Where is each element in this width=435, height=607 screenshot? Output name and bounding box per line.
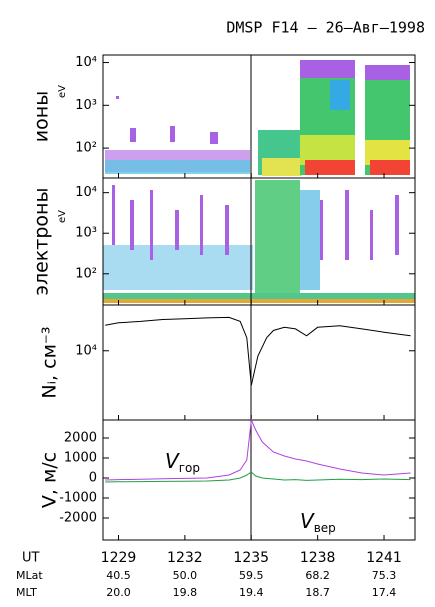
series-label: Vгор [165,449,200,475]
series-line [105,471,411,483]
x-tick-label: 1241 [366,550,402,566]
panel-frame [102,304,416,421]
y-tick-label: -1000 [59,491,97,506]
ephemeris-label: MLat [16,569,43,582]
chart-title: DMSP F14 – 26–Авг–1998 [226,19,425,37]
ephemeris-value: 50.0 [173,569,198,582]
y-tick-label: 10⁴ [75,185,97,200]
x-tick-label: 1232 [167,550,203,566]
ephemeris-value: 17.4 [372,586,397,599]
y-tick-label: 0 [89,471,97,486]
y-axis-label: ионы [31,91,53,142]
y-tick-label: 10³ [75,226,97,241]
y-axis-unit: eV [57,210,68,223]
y-axis-label: электроны [31,188,53,296]
ephemeris-value: 18.7 [305,586,330,599]
ephemeris-value: 20.0 [106,586,131,599]
ephemeris-value: 40.5 [106,569,131,582]
series-label: Vвер [300,509,336,535]
ephemeris-label: MLT [16,586,37,599]
y-tick-label: 2000 [64,431,97,446]
y-axis-label: Nᵢ, см⁻³ [39,326,61,398]
panel-frame [102,419,416,541]
ephemeris-value: 19.4 [239,586,264,599]
y-tick-label: 1000 [64,451,97,466]
x-axis-label: UT [22,551,40,566]
x-tick-label: 1229 [101,550,137,566]
y-tick-label: 10⁴ [75,55,97,70]
ephemeris-value: 68.2 [305,569,330,582]
electron-spectrogram [103,180,415,303]
series-line [105,418,411,481]
y-tick-label: 10² [75,266,97,281]
x-tick-label: 1238 [300,550,336,566]
ephemeris-value: 75.3 [372,569,397,582]
y-axis-unit: eV [57,85,68,98]
y-tick-label: 10³ [75,98,97,113]
ion-spectrogram [105,60,410,176]
y-tick-label: 10² [75,141,97,156]
y-tick-label: -2000 [59,511,97,526]
y-axis-label: V, м/с [39,452,61,508]
ephemeris-value: 59.5 [239,569,264,582]
x-tick-label: 1235 [233,550,269,566]
series-line [105,316,411,386]
ephemeris-value: 19.8 [173,586,198,599]
y-tick-label: 10⁴ [75,343,97,358]
